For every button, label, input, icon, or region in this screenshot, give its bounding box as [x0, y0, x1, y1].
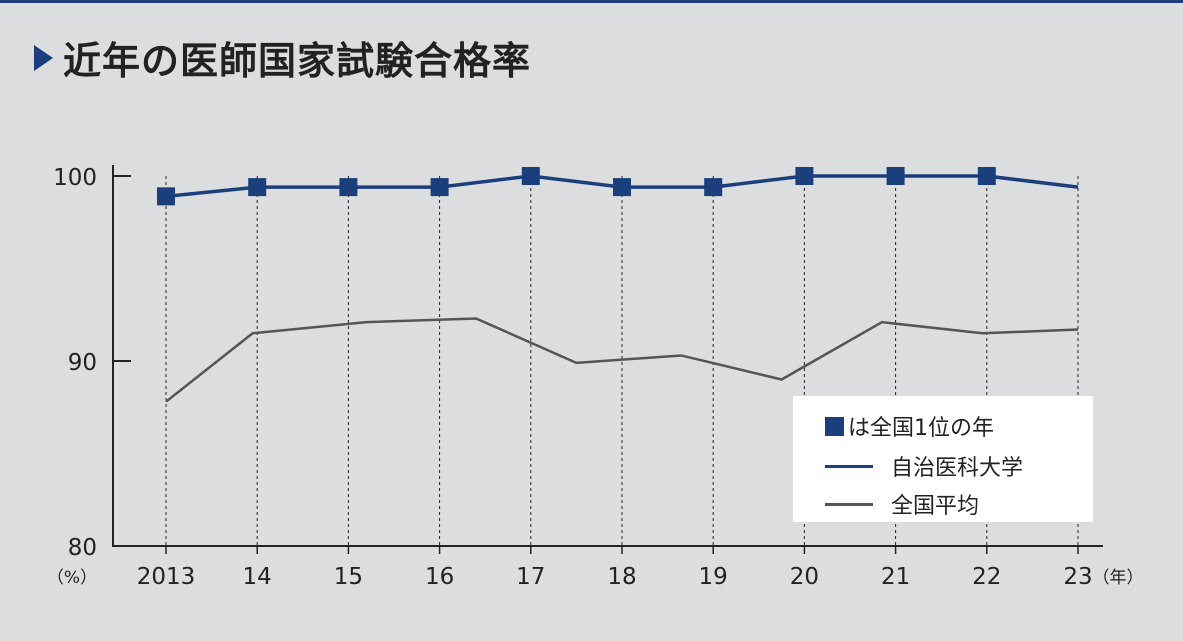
legend-square-icon — [825, 416, 844, 436]
school-point-16 — [430, 178, 449, 197]
top-rule — [0, 0, 1183, 3]
chart-title: 近年の医師国家試験合格率 — [34, 30, 531, 85]
x-tick-label-14: 14 — [243, 564, 272, 590]
chart-title-text: 近年の医師国家試験合格率 — [63, 39, 532, 83]
x-tick-label-21: 21 — [881, 564, 910, 590]
legend-school-label: 自治医科大学 — [891, 456, 1024, 481]
school-point-19 — [704, 178, 723, 197]
school-point-22 — [977, 167, 996, 185]
y-tick-label-90: 90 — [68, 350, 97, 376]
legend-marker-note: は全国1位の年 — [848, 416, 994, 441]
x-tick-label-16: 16 — [425, 564, 454, 590]
legend-school-line-icon — [825, 464, 873, 468]
x-tick-label-19: 19 — [699, 564, 728, 590]
school-point-15 — [339, 178, 358, 197]
school-point-21 — [886, 167, 905, 185]
legend-marker-row: は全国1位の年 — [825, 410, 994, 442]
x-tick-label-23: 23 — [1063, 564, 1092, 590]
x-tick-label-17: 17 — [516, 564, 545, 590]
y-tick-label-80: 80 — [68, 535, 97, 561]
series-line-national — [165, 317, 1079, 403]
legend-national-row: 全国平均 — [825, 488, 979, 520]
school-point-14 — [248, 178, 267, 197]
school-point-18 — [613, 178, 631, 197]
triangle-marker-icon — [34, 44, 53, 71]
x-tick-label-2013: 2013 — [137, 564, 196, 590]
y-unit-label: （%） — [47, 568, 97, 588]
legend-school-row: 自治医科大学 — [825, 450, 1023, 482]
school-point-2013 — [157, 187, 175, 206]
x-unit-label: （年） — [1093, 568, 1144, 588]
y-tick-label-100: 100 — [53, 165, 97, 191]
school-point-20 — [795, 167, 814, 185]
x-tick-label-20: 20 — [790, 564, 819, 590]
legend-national-label: 全国平均 — [891, 494, 980, 519]
school-point-17 — [521, 167, 540, 185]
legend-national-line-icon — [825, 502, 873, 506]
x-tick-label-18: 18 — [607, 564, 636, 590]
x-tick-label-15: 15 — [334, 564, 363, 590]
x-tick-label-22: 22 — [972, 564, 1001, 590]
chart-legend: は全国1位の年 自治医科大学 全国平均 — [793, 396, 1093, 522]
